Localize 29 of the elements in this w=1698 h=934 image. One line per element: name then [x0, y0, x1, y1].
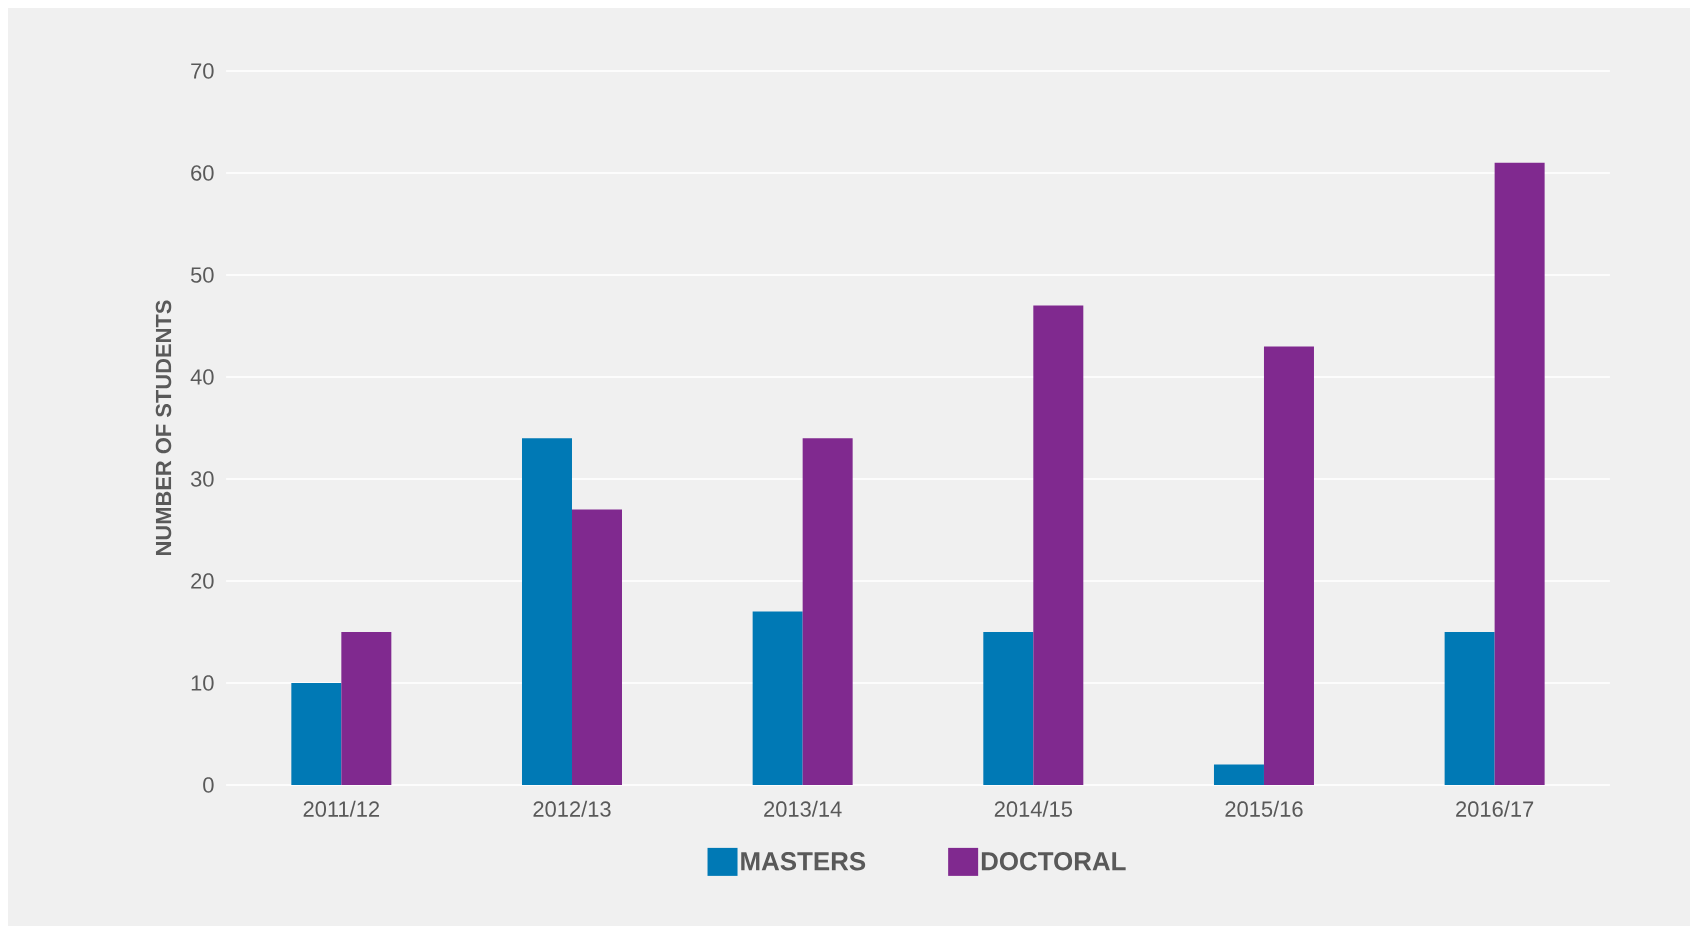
x-tick-label: 2014/15 [994, 800, 1072, 817]
bar [571, 509, 622, 785]
y-tick-label: 60 [191, 165, 214, 181]
x-tick-label: 2011/12 [303, 800, 380, 817]
y-tick-label: 70 [191, 63, 214, 79]
y-tick-label: 20 [191, 573, 214, 589]
y-tick-label: 30 [190, 471, 214, 487]
y-tick-label: 0 [203, 777, 214, 793]
legend-label: DOCTORAL [981, 852, 1126, 871]
bar [521, 438, 572, 785]
legend-label: MASTERS [741, 852, 866, 871]
bar [1444, 632, 1495, 785]
bar [802, 438, 853, 785]
bar [291, 683, 342, 785]
x-tick-label: 2015/16 [1225, 800, 1303, 817]
x-tick-label: 2016/17 [1456, 800, 1534, 817]
bar [752, 611, 803, 785]
y-axis-title: NUMBER OF STUDENTS [155, 300, 172, 555]
x-tick-label: 2013/14 [764, 800, 842, 817]
bar [983, 632, 1034, 785]
bar [1213, 764, 1264, 785]
y-tick-label: 40 [190, 369, 214, 385]
y-tick-label: 10 [191, 675, 214, 691]
x-tick-label: 2012/13 [533, 800, 611, 817]
bar [1494, 162, 1545, 785]
bar [1033, 305, 1084, 785]
bar [1263, 346, 1314, 785]
bar [341, 632, 392, 785]
y-tick-label: 50 [190, 267, 214, 283]
